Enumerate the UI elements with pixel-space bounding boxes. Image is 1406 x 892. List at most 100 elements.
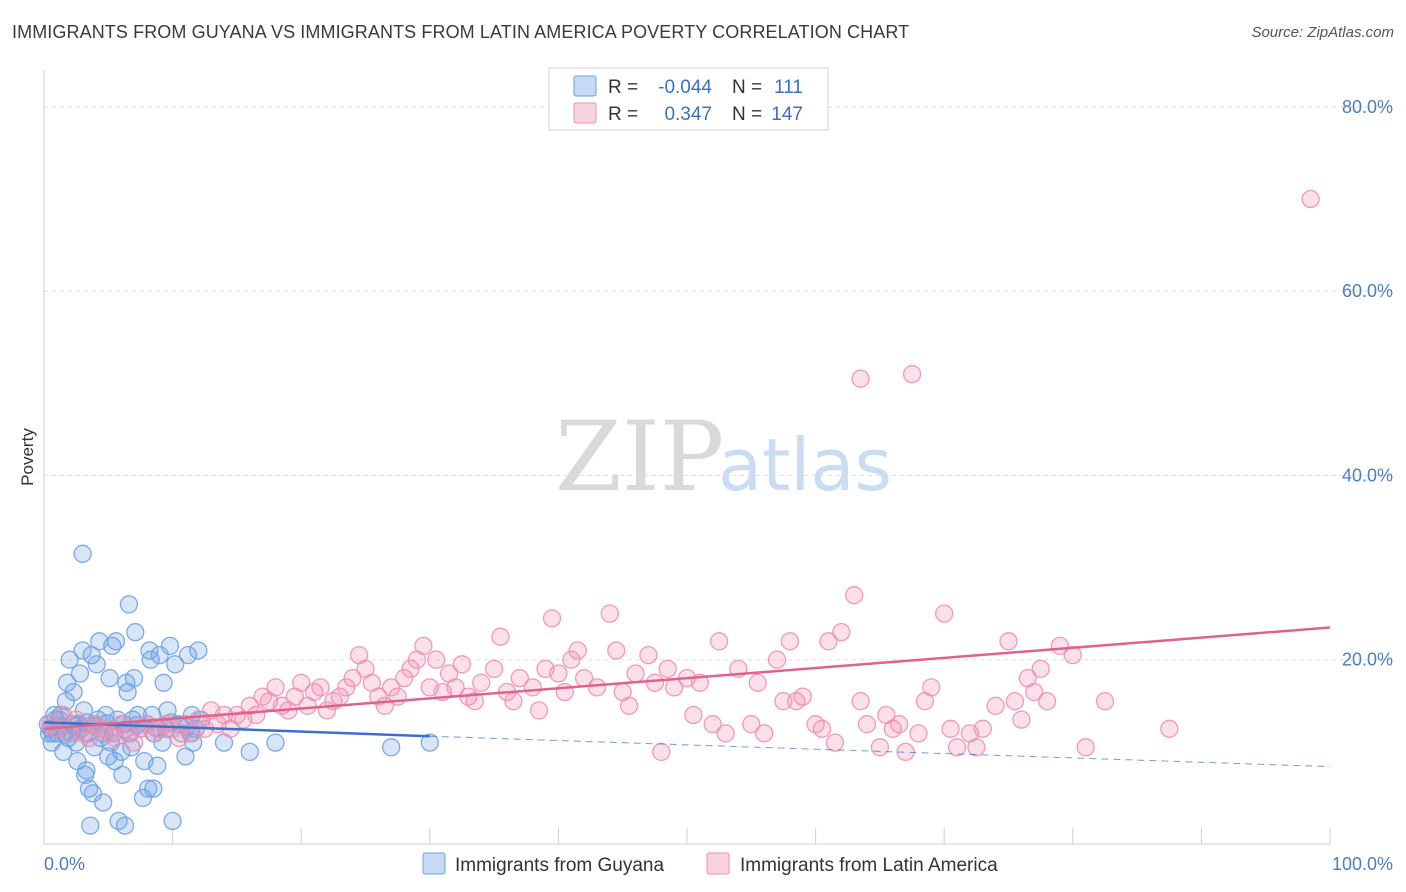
- point-guyana-58: [140, 641, 159, 660]
- point-latin-america-145: [1018, 668, 1037, 688]
- point-latin-america-86: [619, 696, 639, 715]
- point-latin-america-35: [266, 678, 285, 697]
- point-latin-america-130: [999, 632, 1018, 651]
- point-latin-america-144: [967, 738, 986, 757]
- point-guyana-50: [124, 668, 144, 688]
- point-latin-america-101: [748, 673, 767, 692]
- point-latin-america-42: [311, 678, 330, 697]
- point-latin-america-121: [909, 724, 928, 743]
- point-guyana-88: [73, 544, 92, 563]
- point-latin-america-87: [626, 664, 645, 683]
- point-latin-america-105: [780, 632, 800, 651]
- point-latin-america-80: [568, 641, 587, 660]
- point-latin-america-102: [755, 724, 774, 743]
- legend-swatch-latin-america: [573, 102, 597, 124]
- point-latin-america-53: [382, 678, 401, 697]
- point-latin-america-71: [504, 692, 523, 711]
- point-latin-america-46: [337, 678, 356, 697]
- point-guyana-25: [83, 784, 103, 803]
- point-latin-america-116: [870, 738, 890, 757]
- point-guyana-61: [144, 779, 163, 798]
- point-latin-america-126: [947, 738, 967, 757]
- source-label: Source: ZipAtlas.com: [1251, 24, 1394, 41]
- chart-title: IMMIGRANTS FROM GUYANA VS IMMIGRANTS FRO…: [12, 22, 910, 42]
- point-latin-america-115: [857, 715, 877, 734]
- point-guyana-12: [64, 682, 83, 702]
- point-guyana-71: [166, 655, 185, 674]
- point-latin-america-112: [832, 622, 851, 642]
- point-guyana-7: [54, 742, 73, 762]
- point-latin-america-78: [555, 682, 574, 702]
- point-guyana-66: [154, 673, 173, 692]
- point-latin-america-107: [793, 687, 812, 706]
- bottom-legend-swatch-latin-america: [706, 852, 730, 875]
- point-guyana-20: [77, 761, 96, 780]
- point-latin-america-60: [427, 650, 446, 669]
- trend-line-guyana-extension: [429, 735, 1331, 768]
- point-guyana-10: [60, 650, 79, 669]
- point-guyana-57: [139, 779, 158, 798]
- point-guyana-9: [57, 673, 77, 692]
- point-latin-america-69: [491, 627, 510, 646]
- point-latin-america-98: [716, 724, 735, 743]
- point-latin-america-73: [523, 678, 542, 697]
- x-tick-min: 0.0%: [44, 854, 85, 874]
- point-latin-america-132: [1012, 710, 1031, 729]
- point-guyana-94: [266, 733, 285, 752]
- point-latin-america-142: [1301, 189, 1320, 209]
- point-guyana-95: [382, 738, 401, 757]
- point-guyana-23: [81, 816, 100, 835]
- point-guyana-47: [119, 595, 139, 614]
- point-latin-america-76: [542, 609, 562, 628]
- point-latin-america-103: [767, 650, 787, 669]
- point-guyana-42: [113, 765, 132, 785]
- y-tick-label-20: 20.0%: [1342, 650, 1393, 670]
- point-latin-america-110: [819, 632, 838, 651]
- point-guyana-54: [133, 788, 153, 808]
- point-guyana-28: [87, 655, 106, 674]
- point-latin-america-39: [292, 673, 311, 692]
- legend-r-label-guyana: R =: [608, 77, 638, 98]
- point-latin-america-134: [1031, 659, 1050, 679]
- legend-r-label-latin-america: R =: [608, 104, 638, 125]
- point-latin-america-135: [1037, 692, 1057, 711]
- y-axis-label: Poverty: [18, 428, 37, 486]
- point-latin-america-119: [890, 715, 909, 734]
- point-latin-america-68: [484, 659, 504, 679]
- point-latin-america-88: [639, 645, 658, 665]
- point-guyana-8: [56, 692, 76, 711]
- point-guyana-44: [115, 816, 135, 835]
- legend-r-value-latin-america: 0.347: [664, 104, 712, 125]
- y-tick-label-60: 60.0%: [1342, 281, 1393, 301]
- point-guyana-38: [106, 632, 126, 651]
- point-latin-america-51: [369, 687, 388, 706]
- gridlines: [44, 106, 1393, 661]
- point-latin-america-47: [343, 668, 362, 688]
- y-tick-label-80: 80.0%: [1342, 97, 1393, 117]
- series-legend: Immigrants from Guyana Immigrants from L…: [422, 852, 998, 876]
- point-latin-america-67: [472, 673, 491, 692]
- point-guyana-69: [160, 636, 180, 656]
- legend-n-value-guyana: 111: [774, 77, 803, 98]
- bottom-legend-label-guyana: Immigrants from Guyana: [455, 855, 664, 876]
- point-latin-america-131: [1005, 692, 1025, 711]
- bottom-legend-label-latin-america: Immigrants from Latin America: [740, 855, 998, 876]
- point-latin-america-72: [510, 668, 529, 688]
- legend-r-value-guyana: -0.044: [658, 77, 712, 98]
- point-latin-america-138: [1076, 738, 1095, 757]
- point-guyana-80: [189, 641, 208, 660]
- point-latin-america-31: [240, 696, 259, 715]
- point-guyana-75: [178, 645, 198, 665]
- point-latin-america-125: [941, 719, 960, 738]
- point-guyana-90: [105, 751, 124, 771]
- point-guyana-63: [148, 756, 167, 775]
- y-tick-label-40: 40.0%: [1342, 465, 1393, 485]
- point-guyana-51: [126, 622, 145, 642]
- watermark-atlas: atlas: [718, 423, 892, 507]
- point-latin-america-97: [709, 632, 729, 651]
- point-guyana-24: [82, 645, 101, 665]
- point-latin-america-64: [452, 655, 472, 674]
- point-guyana-32: [94, 793, 113, 812]
- watermark: ZIP atlas: [555, 401, 892, 513]
